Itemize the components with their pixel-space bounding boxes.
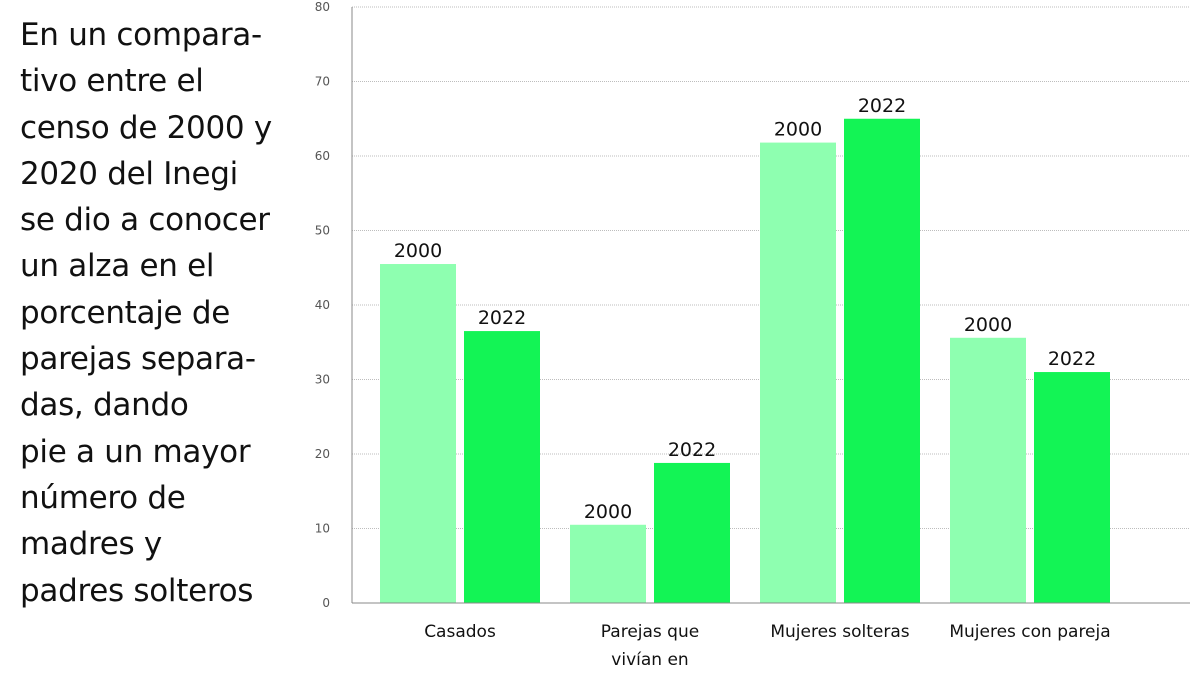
intro-line: das, dando [20,387,189,424]
intro-line: madres y [20,526,162,563]
bar-value-label: 2000 [774,119,822,141]
y-axis: 0 10 20 30 40 50 60 70 80 [315,0,353,610]
value-labels: 2000 2022 2000 2022 2000 2022 2000 2022 [394,95,1096,523]
y-tick-label: 40 [315,298,330,312]
y-tick-label: 20 [315,447,330,461]
bar-value-label: 2000 [964,314,1012,336]
intro-line: un alza en el [20,248,215,285]
bar-value-label: 2022 [1048,348,1096,370]
bar-value-label: 2022 [858,95,906,117]
category-label: Mujeres con pareja [949,622,1110,642]
y-tick-label: 60 [315,149,330,163]
y-tick-label: 80 [315,0,330,14]
bar-value-label: 2000 [584,501,632,523]
y-tick-label: 0 [322,596,330,610]
y-tick-label: 10 [315,522,330,536]
category-label: Mujeres solteras [770,622,909,642]
bar [380,264,456,603]
bar [570,524,646,603]
intro-line: En un compara- [20,17,262,53]
bar-value-label: 2022 [478,307,526,329]
bar [464,331,540,603]
intro-line: censo de 2000 y [20,109,272,146]
category-label: vivían en [611,650,688,670]
intro-text: En un compara-tivo entre el censo de 2000… [20,12,295,614]
intro-line: se dio a conocer [20,202,270,239]
intro-line: número de [20,479,186,516]
bar [844,118,920,603]
x-axis: Casados Parejas que vivían en Mujeres solte… [352,602,1190,670]
category-label: Casados [424,622,496,642]
y-tick-label: 50 [315,224,330,238]
bar-value-label: 2022 [668,439,716,461]
bar [1034,372,1110,603]
bar [654,462,730,603]
category-label: Parejas que [601,622,699,642]
bar-value-label: 2000 [394,240,442,262]
intro-line: 2020 del Inegi [20,155,238,192]
intro-line: parejas separa- [20,341,256,378]
intro-line: porcentaje de [20,294,231,331]
intro-line: pie a un mayor [20,433,251,470]
bar [760,142,836,603]
y-tick-label: 70 [315,75,330,89]
intro-line: tivo entre el [20,63,204,100]
bars [380,118,1110,603]
bar [950,337,1026,603]
intro-line: padres solteros [20,572,254,609]
y-tick-label: 30 [315,373,330,387]
